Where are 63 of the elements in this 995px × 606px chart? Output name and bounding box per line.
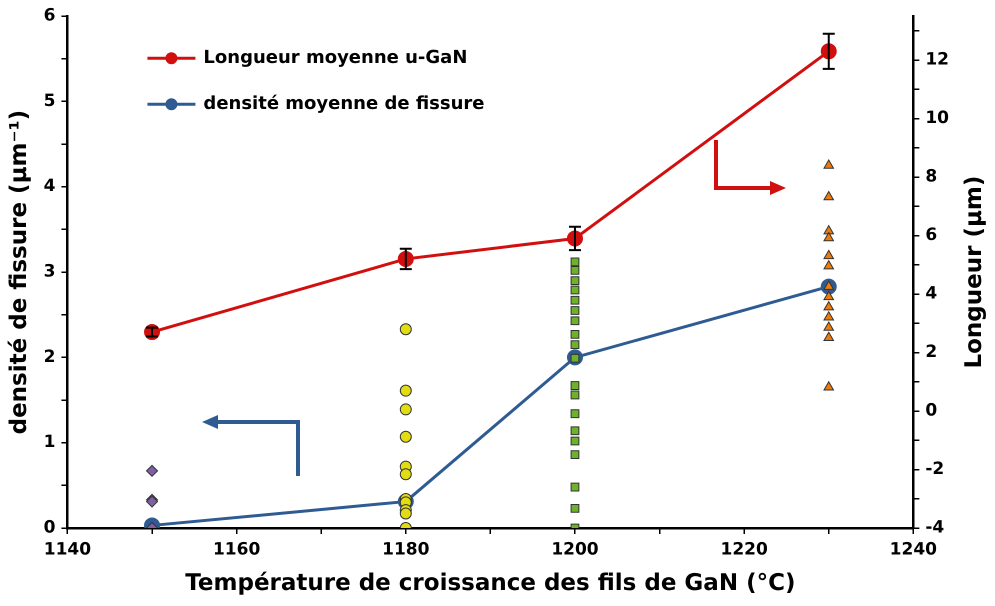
legend-label: Longueur moyenne u-GaN	[203, 46, 468, 68]
point	[823, 322, 834, 331]
point	[400, 323, 412, 336]
point	[400, 430, 412, 443]
y-axis-title: densité de fissure (µm⁻¹)	[6, 110, 32, 434]
y2-tick-label: 6	[925, 224, 938, 245]
point	[570, 330, 580, 339]
x-tick-label: 1140	[44, 540, 92, 560]
x-tick-label: 1220	[720, 540, 768, 560]
y-tick-label: 3	[44, 262, 56, 282]
point	[570, 482, 580, 492]
y-tick-label: 1	[44, 432, 56, 452]
y-tick-label: 5	[44, 90, 56, 111]
point	[823, 311, 834, 321]
point	[400, 403, 412, 416]
y2-tick-label: 4	[925, 283, 938, 304]
point	[570, 286, 580, 294]
x-tick-label: 1200	[551, 540, 599, 560]
point	[570, 381, 580, 390]
y-tick-label: 6	[44, 6, 56, 26]
y2-tick-label: 10	[925, 108, 950, 128]
y2-tick-label: -2	[925, 458, 944, 479]
point	[823, 191, 834, 200]
point	[570, 450, 580, 460]
point	[570, 340, 580, 349]
y2-tick-label: 8	[925, 166, 938, 186]
y2-tick-label: 0	[925, 400, 938, 420]
point	[823, 260, 834, 270]
y2-tick-label: 12	[925, 49, 950, 70]
point	[823, 290, 834, 300]
point	[823, 332, 834, 342]
point	[570, 426, 580, 436]
point	[570, 436, 580, 446]
point	[144, 324, 160, 340]
point	[570, 504, 580, 513]
point	[823, 250, 834, 260]
point	[823, 381, 834, 391]
point	[400, 468, 412, 480]
point	[570, 257, 580, 266]
y2-tick-label: -4	[925, 517, 944, 538]
x-tick-label: 1180	[382, 540, 430, 560]
point	[400, 508, 412, 520]
x-axis-title: Température de croissance des fils de GaN (°C)	[185, 570, 796, 596]
point	[570, 266, 580, 275]
y-tick-label: 2	[44, 346, 56, 367]
y-tick-label: 4	[44, 176, 56, 196]
y2-axis-title: Longueur (µm)	[960, 176, 987, 369]
legend-label: densité moyenne de fissure	[203, 92, 485, 114]
point	[570, 276, 580, 286]
y2-tick-label: 2	[925, 342, 938, 362]
point	[570, 316, 580, 326]
point	[823, 159, 834, 169]
point	[570, 390, 580, 400]
point	[570, 306, 580, 315]
point	[400, 384, 412, 397]
x-tick-label: 1160	[212, 540, 260, 560]
x-tick-label: 1240	[890, 540, 938, 560]
point	[823, 301, 834, 310]
point	[146, 464, 158, 477]
point	[570, 296, 580, 305]
point	[570, 409, 580, 418]
y-tick-label: 0	[44, 517, 56, 538]
point	[823, 232, 834, 242]
